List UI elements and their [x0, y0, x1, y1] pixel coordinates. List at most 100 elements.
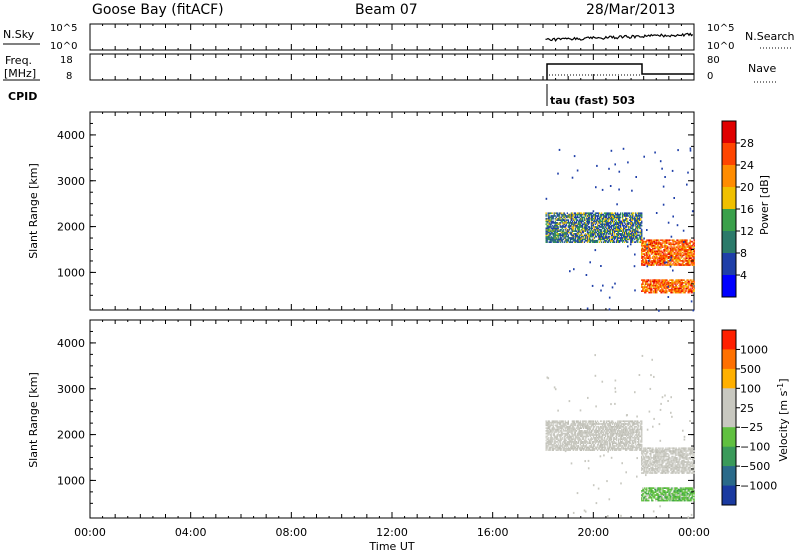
velocity-echo-cell [581, 421, 584, 424]
power-echo-cell [566, 228, 568, 231]
power-echo-cell [675, 257, 677, 259]
velocity-echo-cell [645, 470, 647, 473]
power-echo-cell [646, 262, 648, 265]
power-echo-cell [653, 287, 655, 290]
power-echo-cell [614, 241, 616, 243]
power-echo-cell [567, 215, 569, 217]
velocity-echo-cell [552, 445, 554, 447]
power-echo-cell [659, 251, 661, 254]
velocity-echo-cell [625, 445, 627, 447]
power-echo-cell [652, 261, 654, 264]
power-echo-cell [581, 213, 584, 216]
power-echo-cell [577, 230, 579, 232]
power-echo-cell [678, 282, 680, 284]
power-echo-cell [689, 284, 691, 287]
power-echo-cell [692, 286, 694, 288]
power-noise-point [616, 203, 618, 206]
power-echo-cell [643, 283, 645, 286]
power-echo-cell [693, 249, 695, 251]
velocity-echo-cell [591, 447, 594, 450]
power-echo-cell [614, 224, 616, 227]
power-echo-cell [650, 240, 652, 243]
velocity-echo-cell [584, 427, 587, 429]
velocity-echo-cell [656, 447, 658, 450]
velocity-echo-cell [645, 465, 647, 467]
power-echo-cell [635, 235, 637, 238]
power-echo-cell [689, 264, 691, 266]
velocity-echo-cell [583, 432, 586, 435]
velocity-echo-cell [614, 445, 616, 447]
power-echo-cell [692, 280, 694, 283]
power-echo-cell [585, 237, 588, 239]
power-echo-cell [618, 230, 620, 232]
power-echo-cell [687, 287, 689, 290]
power-echo-cell [643, 240, 645, 243]
velocity-echo-cell [599, 428, 602, 431]
velocity-echo-cell [564, 432, 566, 435]
power-noise-point [654, 151, 656, 154]
velocity-echo-cell [672, 451, 674, 454]
power-echo-cell [679, 250, 681, 253]
power-echo-cell [580, 235, 582, 238]
power-echo-cell [593, 220, 596, 223]
velocity-echo-cell [612, 435, 614, 438]
power-echo-cell [565, 223, 567, 226]
power-echo-cell [677, 254, 679, 257]
velocity-echo-cell [578, 432, 580, 435]
power-echo-cell [547, 220, 549, 223]
velocity-echo-cell [571, 445, 573, 447]
power-echo-cell [561, 213, 563, 216]
power-echo-cell [640, 224, 642, 227]
power-echo-cell [637, 212, 639, 215]
power-echo-cell [590, 222, 593, 224]
power-echo-cell [687, 253, 689, 255]
power-echo-cell [682, 244, 684, 247]
power-echo-cell [628, 223, 630, 226]
power-echo-cell [619, 227, 621, 230]
power-echo-cell [647, 250, 649, 253]
power-echo-cell [682, 261, 684, 264]
power-echo-cell [690, 261, 692, 264]
power-echo-cell [675, 280, 677, 283]
power-echo-cell [637, 219, 639, 221]
power-echo-cell [668, 280, 670, 283]
power-echo-cell [616, 235, 618, 238]
power-echo-cell [552, 227, 554, 230]
velocity-echo-cell [545, 447, 547, 450]
power-echo-cell [615, 230, 617, 232]
power-echo-cell [655, 261, 657, 264]
velocity-echo-cell [680, 451, 682, 454]
power-echo-cell [660, 264, 662, 266]
power-echo-cell [594, 239, 597, 242]
velocity-echo-cell [608, 438, 611, 440]
velocity-echo-cell [547, 439, 549, 442]
power-echo-cell [652, 247, 654, 250]
power-echo-cell [564, 234, 566, 237]
velocity-echo-cell [613, 446, 615, 449]
power-echo-cell [658, 243, 660, 246]
power-echo-cell [673, 257, 675, 259]
velocity-echo-cell [550, 423, 552, 425]
power-echo-cell [656, 262, 658, 265]
power-echo-cell [691, 240, 693, 243]
power-echo-cell [681, 242, 683, 244]
velocity-echo-cell [649, 458, 651, 461]
velocity-echo-cell [666, 450, 668, 452]
velocity-echo-cell [550, 428, 552, 431]
velocity-echo-cell [585, 434, 588, 436]
velocity-echo-cell [653, 455, 655, 458]
velocity-echo-cell [608, 420, 611, 423]
power-echo-cell [581, 231, 584, 234]
power-echo-cell [679, 282, 681, 284]
velocity-echo-cell [626, 442, 628, 445]
power-echo-cell [633, 224, 635, 227]
velocity-echo-cell [557, 439, 559, 442]
velocity-echo-cell [564, 442, 566, 445]
power-echo-cell [651, 243, 653, 246]
velocity-echo-cell [610, 420, 613, 423]
velocity-echo-cell [580, 447, 582, 450]
power-noise-point [547, 217, 550, 220]
power-noise-point [631, 189, 633, 192]
power-echo-cell [688, 244, 690, 247]
power-echo-cell [664, 290, 666, 292]
